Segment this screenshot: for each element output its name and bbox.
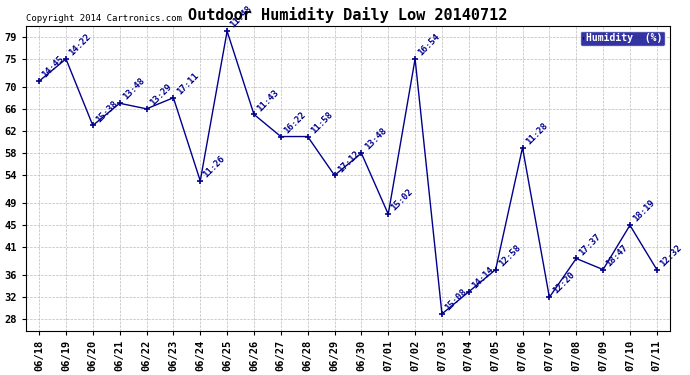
Text: 17:12: 17:12 [336, 148, 362, 174]
Text: 16:54: 16:54 [417, 32, 442, 57]
Text: 12:58: 12:58 [497, 243, 522, 268]
Text: 11:58: 11:58 [309, 110, 335, 135]
Text: 17:37: 17:37 [578, 232, 603, 257]
Text: 17:11: 17:11 [175, 71, 200, 96]
Text: 11:28: 11:28 [524, 121, 549, 146]
Text: 14:45: 14:45 [41, 54, 66, 80]
Text: 18:47: 18:47 [604, 243, 630, 268]
Text: 12:20: 12:20 [551, 270, 576, 296]
Text: 18:19: 18:19 [631, 198, 657, 224]
Title: Outdoor Humidity Daily Low 20140712: Outdoor Humidity Daily Low 20140712 [188, 7, 508, 23]
Text: 16:22: 16:22 [282, 110, 308, 135]
Text: 11:48: 11:48 [228, 4, 254, 30]
Text: 11:26: 11:26 [201, 154, 227, 180]
Text: 14:22: 14:22 [68, 32, 92, 57]
Legend: Humidity  (%): Humidity (%) [580, 30, 665, 46]
Text: 13:29: 13:29 [148, 82, 173, 107]
Text: 14:14: 14:14 [470, 265, 495, 290]
Text: 15:02: 15:02 [390, 188, 415, 213]
Text: 13:48: 13:48 [121, 76, 146, 102]
Text: Copyright 2014 Cartronics.com: Copyright 2014 Cartronics.com [26, 13, 181, 22]
Text: 12:32: 12:32 [658, 243, 684, 268]
Text: 15:38: 15:38 [95, 99, 119, 124]
Text: 15:08: 15:08 [444, 287, 469, 312]
Text: 11:43: 11:43 [255, 88, 281, 113]
Text: 13:48: 13:48 [363, 126, 388, 152]
